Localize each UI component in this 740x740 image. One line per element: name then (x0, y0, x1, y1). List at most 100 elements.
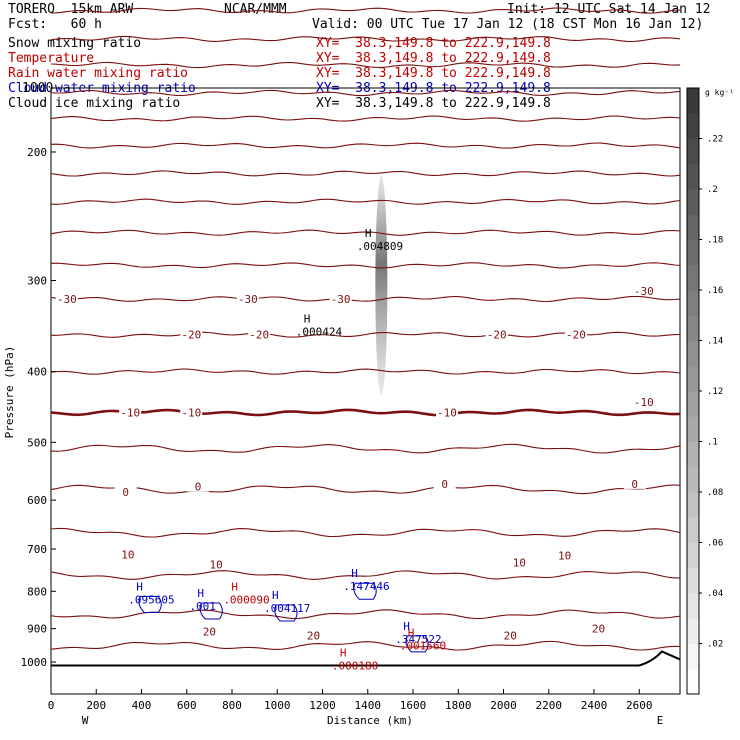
center-label: NCAR/MMM (224, 2, 287, 17)
y-tick-label: 500 (27, 436, 47, 449)
colorbar-tick-label: .2 (707, 185, 718, 195)
temperature-contour (50, 198, 681, 205)
max-h-marker: H (403, 620, 410, 633)
max-value-label: .001560 (400, 640, 446, 653)
contour-label-bg (632, 395, 655, 407)
max-value-label: .347522 (395, 633, 441, 646)
x-tick-label: 200 (86, 699, 106, 712)
contour-label-bg (433, 477, 456, 489)
max-h-marker: H (136, 580, 143, 593)
x-axis-east-label: E (657, 714, 664, 727)
contour-label-bg (198, 625, 221, 637)
colorbar-level (687, 643, 699, 670)
temperature-contour (50, 7, 681, 14)
colorbar-tick-label: .12 (707, 387, 723, 397)
temperature-contour (50, 609, 681, 620)
colorbar-level (687, 466, 699, 493)
field-rain-name: Rain water mixing ratio (8, 66, 189, 81)
x-tick-label: 2000 (490, 699, 517, 712)
y-axis-title: Pressure (hPa) (3, 346, 16, 439)
x-tick-label: 2600 (626, 699, 653, 712)
x-tick-label: 0 (48, 699, 55, 712)
max-value-label: .000180 (332, 659, 378, 672)
colorbar-level (687, 593, 699, 619)
contour-label-bg (205, 558, 228, 570)
cloud-water-contour (353, 582, 377, 600)
colorbar-level (687, 264, 699, 291)
temperature-contour-label: -20 (487, 329, 507, 342)
temperature-contour (50, 640, 680, 651)
colorbar-level (687, 113, 699, 139)
temperature-contour (50, 170, 681, 177)
colorbar-level (687, 315, 699, 341)
temperature-contour-label: 20 (203, 625, 216, 638)
temperature-contour-label: -10 (181, 406, 201, 419)
colorbar-level (687, 189, 699, 215)
contour-label-bg (564, 328, 587, 340)
contour-label-bg (485, 328, 508, 340)
colorbar-level (687, 441, 699, 468)
temperature-contour (50, 443, 681, 454)
max-h-marker: H (351, 567, 358, 580)
temperature-contour-label: -30 (238, 293, 258, 306)
y-tick-label: 300 (27, 274, 47, 287)
contour-label-bg (499, 629, 522, 641)
cloud-water-contour (199, 602, 223, 620)
contour-label-bg (587, 622, 610, 634)
x-tick-label: 800 (222, 699, 242, 712)
x-tick-label: 1800 (445, 699, 472, 712)
colorbar-level (687, 517, 699, 543)
temperature-contour (50, 262, 681, 269)
colorbar-tick-label: .04 (707, 589, 723, 599)
temperature-contour (50, 115, 681, 122)
max-h-marker: H (231, 580, 238, 593)
ground-surface-line (51, 650, 681, 667)
max-value-label: .147446 (343, 580, 389, 593)
max-value-label: .004117 (264, 602, 310, 615)
colorbar-level (687, 239, 699, 266)
contour-label-bg (553, 549, 576, 561)
field-cloudice-name: Cloud ice mixing ratio (8, 96, 181, 111)
valid-label: Valid: 00 UTC Tue 17 Jan 12 (18 CST Mon … (312, 17, 704, 32)
colorbar-tick-label: .1 (707, 438, 718, 448)
field-rain-xy: XY= 38.3,149.8 to 222.9,149.8 (316, 66, 551, 81)
colorbar-level (687, 88, 699, 114)
temperature-contour-label: -10 (120, 406, 140, 419)
contour-label-bg (508, 556, 531, 568)
x-tick-label: 1600 (400, 699, 427, 712)
temperature-contour-label: -20 (181, 329, 201, 342)
contour-label-bg (114, 486, 137, 498)
max-value-label: .000090 (223, 593, 269, 606)
contour-label-bg (623, 477, 646, 489)
fcst-label: Fcst: 60 h (8, 17, 102, 32)
max-value-label: .001 (189, 600, 216, 613)
colorbar-tick-label: .16 (707, 286, 723, 296)
temperature-contour-zero (50, 408, 681, 417)
max-value-label: .000424 (296, 326, 343, 339)
x-tick-label: 1000 (264, 699, 291, 712)
colorbar-tick-label: .08 (707, 488, 723, 498)
temperature-contour-label: 20 (592, 623, 605, 636)
temperature-contour-label: 10 (210, 558, 223, 571)
temperature-contour-label: 20 (307, 630, 320, 643)
y-tick-label: 700 (27, 543, 47, 556)
colorbar-tick-label: .22 (707, 135, 723, 145)
contour-label-bg (329, 292, 352, 304)
max-value-label: .004809 (357, 240, 403, 253)
x-tick-label: 1400 (355, 699, 382, 712)
x-tick-label: 1200 (309, 699, 336, 712)
temperature-contour-label: 0 (441, 478, 448, 491)
temperature-contour (50, 89, 681, 97)
plot-frame (50, 87, 681, 695)
colorbar-tick-label: .06 (707, 539, 723, 549)
contour-label-bg (435, 406, 458, 418)
contour-label-bg (236, 292, 259, 304)
colorbar-tick-label: .14 (707, 337, 723, 347)
temperature-contour-label: 10 (558, 550, 571, 563)
colorbar-unit-label: g kg⁻¹ (705, 88, 734, 97)
contour-label-bg (119, 406, 142, 418)
field-temp-name: Temperature (8, 51, 95, 66)
colorbar-level (687, 492, 699, 518)
y-tick-label: 1000 (21, 656, 48, 669)
